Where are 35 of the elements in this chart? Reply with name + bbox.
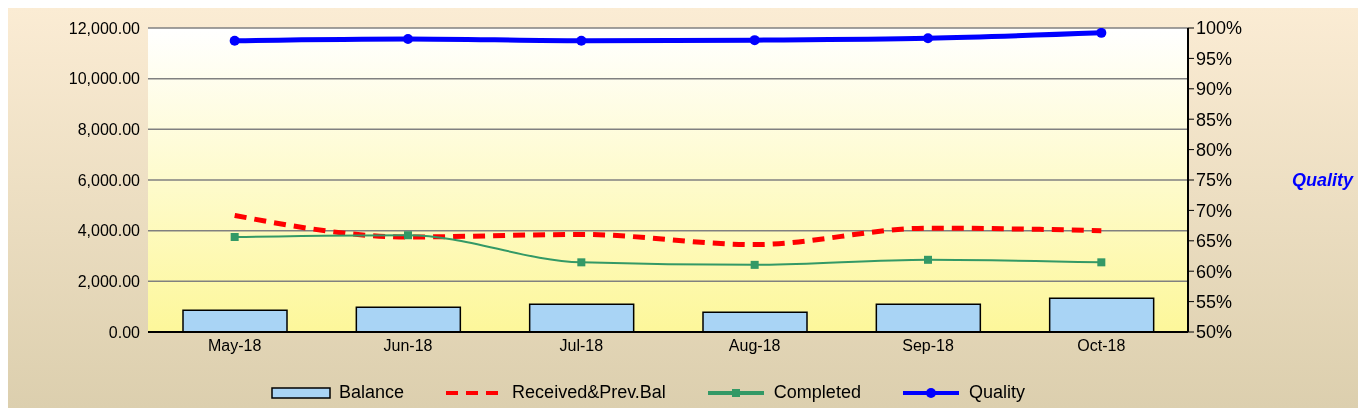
y2-tick-label: 80% <box>1196 139 1233 160</box>
y2-tick-label: 100% <box>1196 18 1243 39</box>
y-tick-label: 2,000.00 <box>77 273 141 291</box>
y-tick-label: 4,000.00 <box>77 222 141 240</box>
x-tick-label: Sep-18 <box>902 337 954 355</box>
y-tick-label: 10,000.00 <box>68 70 141 88</box>
y2-tick-label: 50% <box>1196 322 1233 343</box>
legend-label: Completed <box>773 382 861 403</box>
y2-tick-label: 60% <box>1196 261 1233 282</box>
point <box>750 260 759 269</box>
legend-label: Balance <box>339 382 405 403</box>
x-tick-label: May-18 <box>207 337 262 355</box>
x-tick-label: Aug-18 <box>728 337 781 355</box>
y2-tick-label: 85% <box>1196 109 1233 130</box>
y2-tick-label: 70% <box>1196 200 1233 221</box>
x-tick-label: Oct-18 <box>1077 337 1126 355</box>
y2-tick-label: 55% <box>1196 291 1233 312</box>
y-tick-label: 12,000.00 <box>68 19 141 37</box>
point <box>1097 258 1106 267</box>
y2-tick-label: 65% <box>1196 231 1233 252</box>
point <box>404 231 412 240</box>
point <box>230 233 239 241</box>
y-tick-label: 0.00 <box>108 323 141 341</box>
y2-tick-label: 90% <box>1196 79 1233 100</box>
point <box>577 258 586 267</box>
y2-tick-label: 75% <box>1196 170 1233 191</box>
y2-axis-title: Quality <box>1291 170 1354 191</box>
legend-label: Quality <box>968 382 1025 403</box>
y2-tick-label: 95% <box>1196 48 1233 69</box>
x-tick-label: Jul-18 <box>559 337 604 355</box>
y-tick-label: 6,000.00 <box>77 171 141 189</box>
y-tick-label: 8,000.00 <box>77 121 141 139</box>
point <box>924 255 932 264</box>
legend-label: Received&Prev.Bal <box>512 382 666 403</box>
x-tick-label: Jun-18 <box>383 337 433 355</box>
